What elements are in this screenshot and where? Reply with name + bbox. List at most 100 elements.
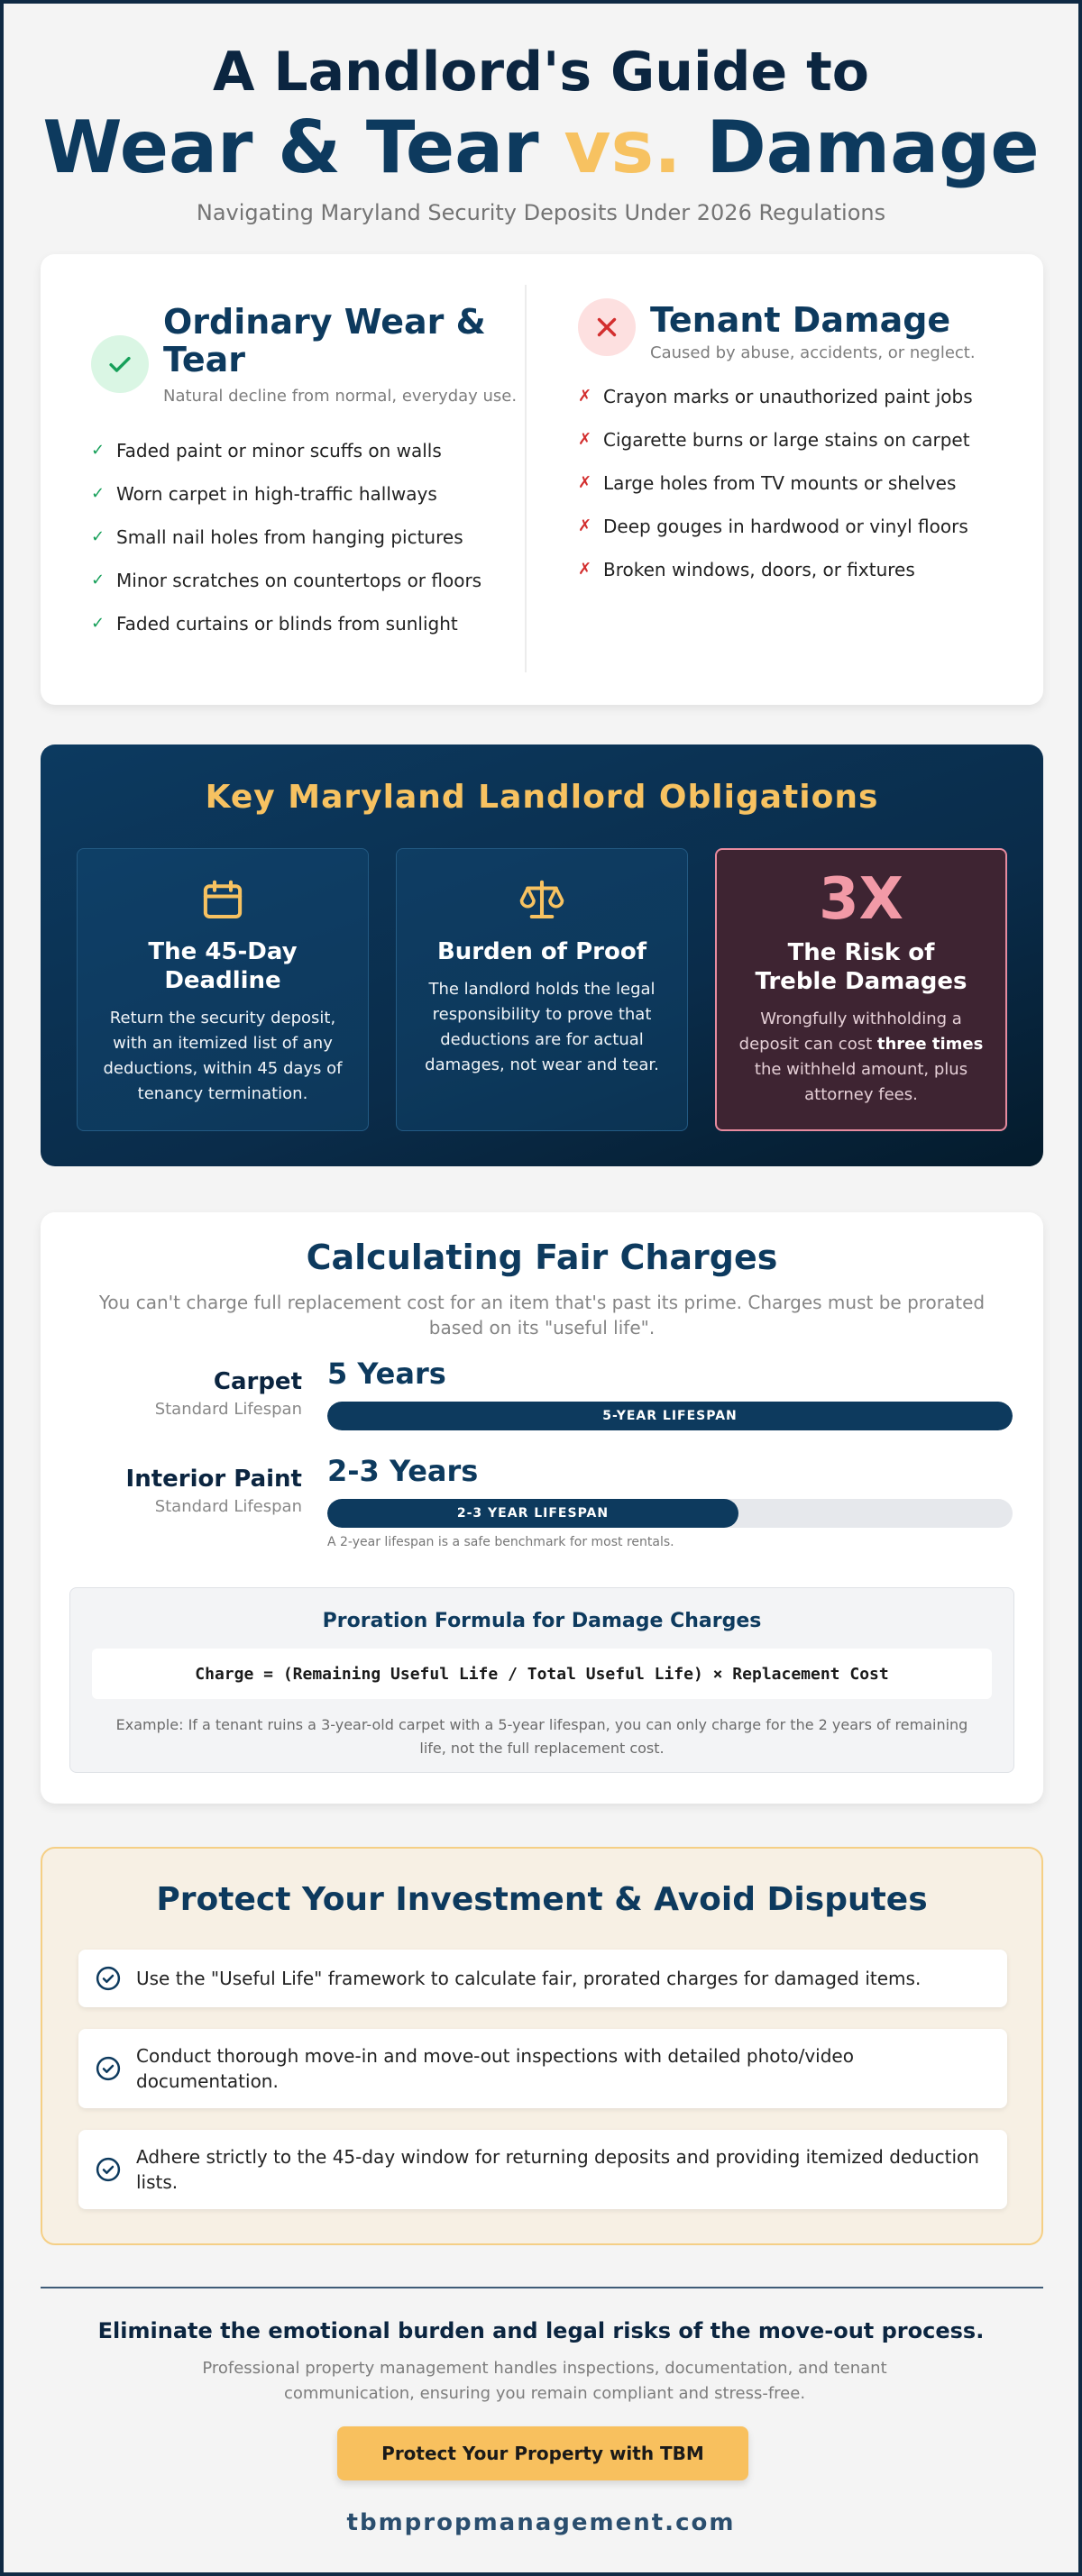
list-item-text: Deep gouges in hardwood or vinyl floors — [603, 516, 968, 537]
list-item-text: Worn carpet in high-traffic hallways — [116, 483, 437, 505]
treble-text: Wrongfully withholding a deposit can cos… — [737, 1007, 986, 1108]
deadline-heading: The 45-Day Deadline — [148, 938, 298, 994]
lifespan-years: 2-3 Years — [327, 1454, 479, 1488]
check-mark-icon: ✓ — [91, 441, 105, 460]
obligations-title: Key Maryland Landlord Obligations — [205, 779, 879, 816]
lifespan-bar-fill: 5-YEAR LIFESPAN — [327, 1402, 1013, 1430]
check-circle-icon — [96, 1966, 121, 1991]
footer-text: Professional property management handles… — [202, 2359, 887, 2403]
item-standard: Standard Lifespan — [154, 1400, 302, 1419]
list-item: ✗ Cigarette burns or large stains on carp… — [578, 418, 1011, 461]
protect-item-text: Adhere strictly to the 45-day window for… — [136, 2146, 979, 2193]
calculating-title: Calculating Fair Charges — [306, 1238, 778, 1277]
burden-heading: Burden of Proof — [436, 938, 647, 965]
column-divider — [525, 285, 527, 672]
lifespan-bar-label: 2-3 YEAR LIFESPAN — [456, 1506, 610, 1521]
list-item-text: Large holes from TV mounts or shelves — [603, 472, 957, 494]
lifespan-label: Carpet Standard Lifespan — [155, 1367, 302, 1421]
title-damage: Damage — [681, 105, 1040, 189]
page-title-line2: Wear & Tear vs. Damage — [4, 106, 1078, 189]
formula-example: Example: If a tenant ruins a 3-year-old … — [115, 1716, 968, 1757]
formula-title: Proration Formula for Damage Charges — [322, 1610, 762, 1632]
deadline-card: The 45-Day Deadline Return the security … — [77, 848, 369, 1131]
list-item: ✗ Large holes from TV mounts or shelves — [578, 461, 1011, 505]
x-icon — [578, 298, 636, 356]
lifespan-years: 5 Years — [327, 1357, 446, 1391]
treble-text-b: the withheld amount, plus attorney fees. — [754, 1060, 968, 1104]
check-circle-icon — [96, 2157, 121, 2182]
protect-item: Adhere strictly to the 45-day window for… — [78, 2130, 1007, 2209]
lifespan-note: A 2-year lifespan is a safe benchmark fo… — [327, 1535, 674, 1549]
item-name: Interior Paint — [125, 1466, 302, 1493]
list-item: ✓ Faded curtains or blinds from sunlight — [91, 602, 524, 645]
check-mark-icon: ✓ — [91, 527, 105, 546]
lifespan-bar-fill: 2-3 YEAR LIFESPAN — [327, 1499, 738, 1528]
footer-headline: Eliminate the emotional burden and legal… — [97, 2318, 985, 2343]
calculating-subtitle: You can't charge full replacement cost f… — [98, 1292, 986, 1338]
lifespan-bar: 2-3 YEAR LIFESPAN — [327, 1499, 1013, 1528]
list-item: ✓ Faded paint or minor scuffs on walls — [91, 429, 524, 472]
check-circle-icon — [96, 2056, 121, 2081]
treble-text-a: Wrongfully withholding a deposit can cos… — [738, 1009, 962, 1054]
damage-note: Caused by abuse, accidents, or neglect. — [650, 343, 976, 362]
wear-tear-header: Ordinary Wear & Tear Natural decline fro… — [91, 303, 524, 409]
list-item-text: Faded curtains or blinds from sunlight — [116, 613, 458, 635]
wear-tear-list: ✓ Faded paint or minor scuffs on walls ✓ W… — [91, 429, 524, 645]
scales-icon — [397, 876, 687, 927]
damage-column: Tenant Damage Caused by abuse, accidents… — [578, 254, 1011, 705]
damage-header: Tenant Damage Caused by abuse, accidents… — [578, 298, 1011, 366]
list-item: ✗ Deep gouges in hardwood or vinyl floors — [578, 505, 1011, 548]
comparison-card: Ordinary Wear & Tear Natural decline fro… — [41, 254, 1043, 705]
list-item-text: Minor scratches on countertops or floors — [116, 570, 482, 591]
check-mark-icon: ✓ — [91, 484, 105, 503]
protect-item-text: Use the "Useful Life" framework to calcu… — [136, 1968, 922, 1989]
protect-item: Conduct thorough move-in and move-out in… — [78, 2029, 1007, 2108]
treble-text-bold: three times — [876, 1035, 984, 1054]
burden-text: The landlord holds the legal responsibil… — [425, 980, 659, 1074]
list-item-text: Cigarette burns or large stains on carpe… — [603, 429, 970, 451]
lifespan-bar: 5-YEAR LIFESPAN — [327, 1402, 1013, 1430]
list-item: ✓ Minor scratches on countertops or floor… — [91, 559, 524, 602]
protect-item: Use the "Useful Life" framework to calcu… — [78, 1950, 1007, 2007]
header: A Landlord's Guide to Wear & Tear vs. Da… — [4, 4, 1078, 225]
page-subtitle: Navigating Maryland Security Deposits Un… — [196, 200, 886, 225]
title-vs: vs. — [564, 105, 682, 189]
formula-expression: Charge = (Remaining Useful Life / Total … — [92, 1649, 992, 1699]
cross-mark-icon: ✗ — [578, 516, 592, 535]
footer-divider — [41, 2287, 1043, 2288]
list-item-text: Small nail holes from hanging pictures — [116, 526, 463, 548]
list-item-text: Crayon marks or unauthorized paint jobs — [603, 386, 973, 407]
list-item-text: Broken windows, doors, or fixtures — [603, 559, 915, 580]
damage-title: Tenant Damage — [650, 300, 951, 340]
website-link[interactable]: tbmpropmanagement.com — [346, 2509, 736, 2536]
calendar-icon — [78, 876, 368, 927]
lifespan-bar-label: 5-YEAR LIFESPAN — [602, 1409, 738, 1423]
cross-mark-icon: ✗ — [578, 387, 592, 406]
item-name: Carpet — [213, 1368, 302, 1395]
lifespan-label: Interior Paint Standard Lifespan — [126, 1465, 302, 1519]
check-icon — [91, 335, 149, 393]
protect-title: Protect Your Investment & Avoid Disputes — [156, 1881, 928, 1918]
cross-mark-icon: ✗ — [578, 473, 592, 492]
wear-tear-note: Natural decline from normal, everyday us… — [163, 387, 518, 406]
check-mark-icon: ✓ — [91, 614, 105, 633]
damage-list: ✗ Crayon marks or unauthorized paint jobs… — [578, 375, 1011, 591]
protect-property-button[interactable]: Protect Your Property with TBM — [337, 2426, 748, 2480]
calculating-card: Calculating Fair Charges You can't charg… — [41, 1212, 1043, 1804]
protect-section: Protect Your Investment & Avoid Disputes… — [41, 1847, 1043, 2245]
cross-mark-icon: ✗ — [578, 430, 592, 449]
check-mark-icon: ✓ — [91, 571, 105, 589]
deadline-text: Return the security deposit, with an ite… — [103, 1009, 343, 1103]
proration-formula-box: Proration Formula for Damage Charges Cha… — [69, 1587, 1014, 1773]
treble-figure: 3X — [819, 866, 903, 933]
cross-mark-icon: ✗ — [578, 560, 592, 579]
page-title-line1: A Landlord's Guide to — [213, 41, 869, 104]
treble-heading: The Risk of Treble Damages — [755, 939, 967, 995]
list-item: ✓ Worn carpet in high-traffic hallways — [91, 472, 524, 516]
obligations-section: Key Maryland Landlord Obligations The 45… — [41, 744, 1043, 1166]
item-standard: Standard Lifespan — [154, 1497, 302, 1516]
protect-item-text: Conduct thorough move-in and move-out in… — [136, 2045, 854, 2092]
list-item: ✓ Small nail holes from hanging pictures — [91, 516, 524, 559]
treble-damages-card: 3X The Risk of Treble Damages Wrongfully… — [715, 848, 1007, 1131]
